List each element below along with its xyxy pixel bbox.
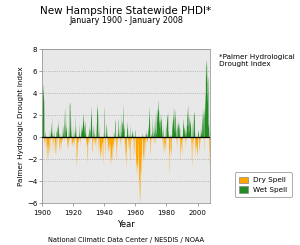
Legend: Dry Spell, Wet Spell: Dry Spell, Wet Spell: [235, 172, 292, 197]
X-axis label: Year: Year: [117, 220, 135, 229]
Text: January 1900 - January 2008: January 1900 - January 2008: [69, 16, 183, 25]
Text: New Hampshire Statewide PHDI*: New Hampshire Statewide PHDI*: [40, 6, 211, 16]
Text: *Palmer Hydrological
Drought Index: *Palmer Hydrological Drought Index: [219, 54, 295, 67]
Y-axis label: Palmer Hydrologic Drought Index: Palmer Hydrologic Drought Index: [18, 66, 24, 186]
Text: National Climatic Data Center / NESDIS / NOAA: National Climatic Data Center / NESDIS /…: [48, 237, 204, 243]
